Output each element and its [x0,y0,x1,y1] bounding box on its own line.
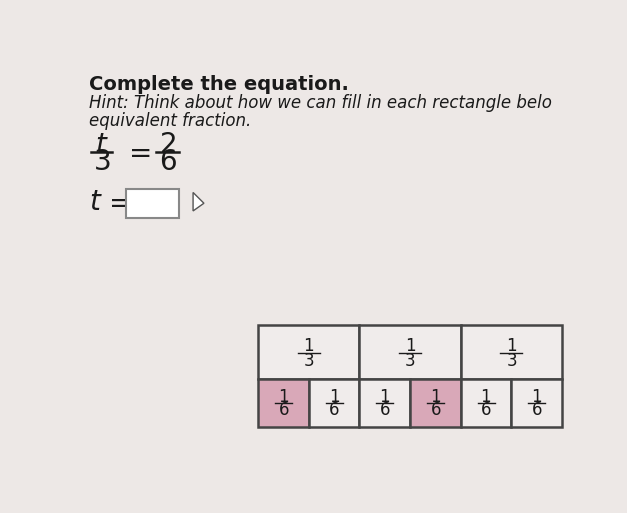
Text: Hint: Think about how we can fill in each rectangle belo: Hint: Think about how we can fill in eac… [89,94,552,112]
Text: $1$: $1$ [480,388,492,406]
Bar [461,325,562,379]
Bar [359,325,461,379]
Text: $6$: $6$ [159,148,176,175]
Text: $6$: $6$ [531,401,542,419]
Text: $1$: $1$ [329,388,340,406]
Text: $1$: $1$ [303,337,314,354]
Text: $1$: $1$ [531,388,542,406]
Bar [410,379,461,426]
Bar [309,379,359,426]
Text: $=$: $=$ [103,188,131,216]
Polygon shape [193,192,204,211]
Text: $1$: $1$ [278,388,289,406]
Bar [127,189,179,218]
Text: $=$: $=$ [123,139,150,166]
Bar [359,379,410,426]
Text: equivalent fraction.: equivalent fraction. [89,112,251,130]
Bar [512,379,562,426]
Text: $1$: $1$ [404,337,416,354]
Text: $3$: $3$ [93,148,110,175]
Bar [461,379,512,426]
Text: $t$: $t$ [95,131,108,159]
Text: $1$: $1$ [430,388,441,406]
Text: $1$: $1$ [506,337,517,354]
Text: $3$: $3$ [506,352,517,370]
Text: $2$: $2$ [159,131,176,159]
Text: $6$: $6$ [429,401,441,419]
Text: $6$: $6$ [480,401,492,419]
Text: $3$: $3$ [404,352,416,370]
Text: $t$: $t$ [89,188,103,216]
Text: Complete the equation.: Complete the equation. [89,75,349,94]
Text: $6$: $6$ [278,401,289,419]
Text: $6$: $6$ [329,401,340,419]
Text: $3$: $3$ [303,352,314,370]
Bar [258,325,359,379]
Bar [258,379,309,426]
Text: $1$: $1$ [379,388,391,406]
Text: $6$: $6$ [379,401,391,419]
